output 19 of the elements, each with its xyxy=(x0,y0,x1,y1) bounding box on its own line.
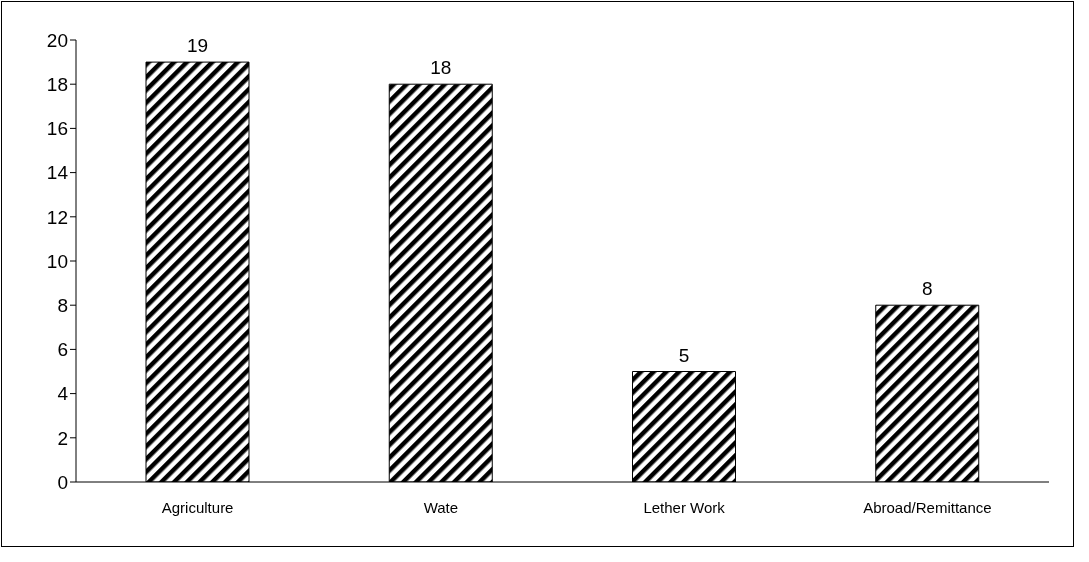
data-label: 8 xyxy=(921,278,933,300)
data-label: 18 xyxy=(430,57,452,79)
x-tick-label: Agriculture xyxy=(161,498,234,516)
y-tick-label: 4 xyxy=(57,383,69,405)
data-label: 19 xyxy=(186,35,209,57)
y-tick-label: 18 xyxy=(46,73,68,95)
x-tick-label: Abroad/Remittance xyxy=(863,498,992,516)
y-tick-label: 12 xyxy=(46,206,68,228)
x-tick-label: Lether Work xyxy=(643,498,726,516)
y-tick-label: 10 xyxy=(46,250,68,272)
y-tick-label: 14 xyxy=(46,162,69,184)
data-label: 5 xyxy=(678,344,690,366)
y-tick-label: 8 xyxy=(57,294,68,316)
y-tick-label: 0 xyxy=(57,471,68,493)
y-tick-label: 16 xyxy=(46,118,68,140)
y-tick-label: 20 xyxy=(46,29,68,51)
x-tick-label: Wate xyxy=(423,498,459,516)
y-tick-label: 2 xyxy=(57,427,68,449)
y-tick-label: 6 xyxy=(57,339,68,361)
